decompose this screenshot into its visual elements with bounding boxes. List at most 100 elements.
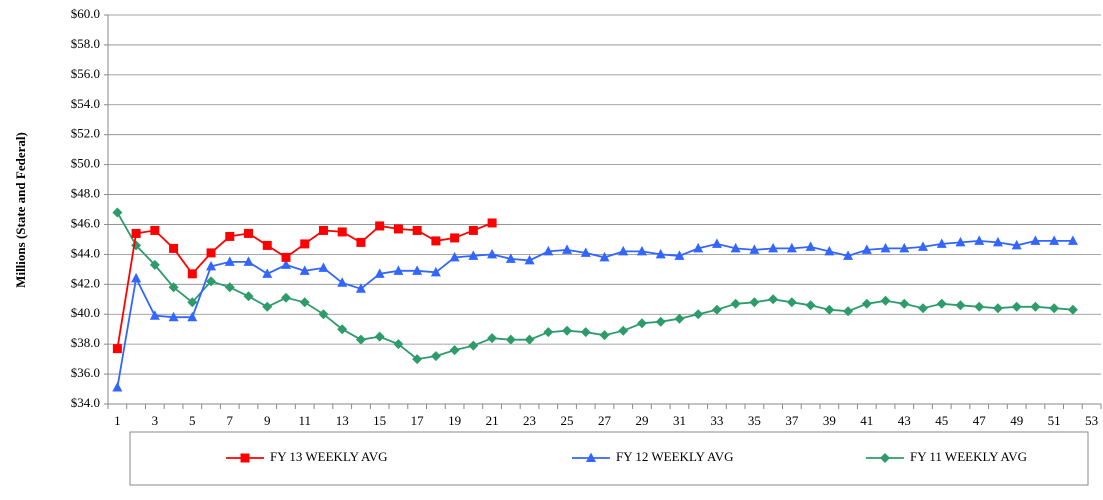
marker bbox=[805, 300, 816, 311]
marker bbox=[299, 265, 310, 275]
marker bbox=[355, 334, 366, 345]
y-tick-label: $54.0 bbox=[71, 96, 100, 111]
marker bbox=[375, 221, 385, 231]
marker bbox=[768, 294, 779, 305]
y-tick-label: $38.0 bbox=[71, 335, 100, 350]
x-tick-label: 47 bbox=[973, 413, 987, 428]
marker bbox=[240, 453, 250, 463]
y-tick-label: $52.0 bbox=[71, 126, 100, 141]
marker bbox=[730, 298, 741, 309]
marker bbox=[618, 325, 629, 336]
y-tick-label: $34.0 bbox=[71, 395, 100, 410]
marker bbox=[393, 224, 403, 234]
marker bbox=[244, 228, 254, 238]
x-tick-label: 17 bbox=[411, 413, 425, 428]
marker bbox=[431, 236, 441, 246]
marker bbox=[918, 303, 929, 314]
y-tick-label: $36.0 bbox=[71, 365, 100, 380]
marker bbox=[468, 250, 479, 260]
marker bbox=[861, 298, 872, 309]
marker bbox=[299, 297, 310, 308]
marker bbox=[505, 334, 516, 345]
marker bbox=[880, 242, 891, 253]
marker bbox=[149, 259, 160, 270]
marker bbox=[786, 297, 797, 308]
marker bbox=[356, 237, 366, 247]
marker bbox=[337, 324, 348, 335]
x-tick-label: 23 bbox=[523, 413, 536, 428]
marker bbox=[487, 248, 498, 259]
x-tick-label: 7 bbox=[227, 413, 234, 428]
x-tick-label: 11 bbox=[298, 413, 311, 428]
marker bbox=[187, 311, 198, 322]
marker bbox=[974, 301, 985, 312]
marker bbox=[1030, 301, 1041, 312]
marker bbox=[824, 245, 835, 256]
series-line bbox=[116, 212, 1073, 361]
y-tick-label: $42.0 bbox=[71, 275, 100, 290]
marker bbox=[206, 260, 217, 271]
marker bbox=[374, 268, 385, 278]
marker bbox=[224, 256, 235, 266]
x-tick-label: 15 bbox=[373, 413, 386, 428]
marker bbox=[337, 277, 348, 287]
x-tick-label: 27 bbox=[598, 413, 612, 428]
marker bbox=[768, 242, 779, 253]
marker bbox=[468, 340, 479, 351]
marker bbox=[918, 241, 929, 251]
marker bbox=[693, 309, 704, 320]
y-tick-label: $44.0 bbox=[71, 245, 100, 260]
marker bbox=[169, 243, 179, 253]
x-tick-label: 13 bbox=[336, 413, 349, 428]
marker bbox=[262, 301, 273, 312]
marker bbox=[412, 225, 422, 235]
marker bbox=[393, 265, 404, 275]
y-tick-label: $50.0 bbox=[71, 156, 100, 171]
marker bbox=[674, 250, 685, 260]
marker bbox=[936, 238, 947, 248]
marker bbox=[899, 242, 910, 253]
marker bbox=[524, 334, 535, 345]
marker bbox=[562, 244, 573, 254]
marker bbox=[992, 303, 1003, 314]
marker bbox=[187, 269, 197, 279]
marker bbox=[150, 225, 160, 235]
marker bbox=[749, 244, 760, 254]
marker bbox=[318, 262, 329, 272]
marker bbox=[318, 309, 329, 320]
y-tick-label: $48.0 bbox=[71, 186, 100, 201]
marker bbox=[586, 452, 596, 462]
y-axis-title: Millions (State and Federal) bbox=[13, 132, 28, 288]
marker bbox=[730, 242, 741, 253]
marker bbox=[487, 333, 498, 344]
x-tick-label: 9 bbox=[264, 413, 271, 428]
marker bbox=[206, 276, 217, 287]
marker bbox=[468, 225, 478, 235]
marker bbox=[450, 233, 460, 243]
marker bbox=[337, 227, 347, 237]
marker bbox=[636, 318, 647, 329]
marker bbox=[1030, 235, 1041, 245]
marker bbox=[824, 304, 835, 315]
marker bbox=[955, 236, 966, 247]
marker bbox=[674, 313, 685, 324]
marker bbox=[225, 231, 235, 241]
marker bbox=[355, 283, 366, 293]
x-tick-label: 3 bbox=[152, 413, 159, 428]
y-tick-label: $58.0 bbox=[71, 36, 100, 51]
marker bbox=[224, 282, 235, 293]
series-line bbox=[116, 239, 1073, 388]
marker bbox=[1067, 304, 1078, 315]
x-tick-label: 33 bbox=[710, 413, 723, 428]
marker bbox=[112, 207, 123, 218]
x-tick-label: 35 bbox=[748, 413, 761, 428]
marker bbox=[524, 254, 535, 265]
y-tick-label: $56.0 bbox=[71, 66, 100, 81]
marker bbox=[861, 244, 872, 254]
marker bbox=[262, 268, 273, 278]
marker bbox=[393, 339, 404, 350]
marker bbox=[899, 298, 910, 309]
marker bbox=[262, 240, 272, 250]
marker bbox=[655, 248, 666, 259]
